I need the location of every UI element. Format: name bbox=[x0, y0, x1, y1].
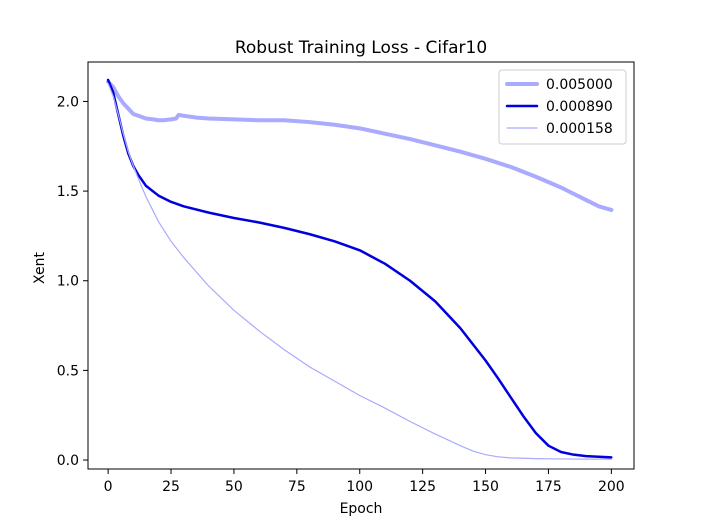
x-tick-label: 150 bbox=[472, 479, 499, 495]
x-tick-label: 0 bbox=[104, 479, 113, 495]
y-tick-label: 0.5 bbox=[57, 363, 79, 379]
series-line-3 bbox=[107, 82, 612, 460]
y-tick-label: 2.0 bbox=[57, 94, 79, 110]
y-tick-label: 0.0 bbox=[57, 453, 79, 469]
y-tick-label: 1.0 bbox=[57, 274, 79, 290]
plot-area: 0 25 50 75 100 125 150 175 200 0.0 0.5 1.0 1.5 2.0 bbox=[57, 61, 635, 495]
legend-label-1: 0.005000 bbox=[546, 77, 613, 93]
x-tick-label: 25 bbox=[162, 479, 180, 495]
chart-title: Robust Training Loss - Cifar10 bbox=[235, 38, 487, 58]
legend-label-2: 0.000890 bbox=[546, 99, 613, 115]
y-axis-label: Xent bbox=[32, 252, 48, 284]
x-tick-label: 75 bbox=[288, 479, 306, 495]
series-line-1 bbox=[106, 79, 614, 212]
plot-frame bbox=[87, 61, 635, 470]
y-tick-label: 1.5 bbox=[57, 184, 79, 200]
legend: 0.005000 0.000890 0.000158 bbox=[498, 69, 627, 145]
x-tick-label: 200 bbox=[598, 479, 625, 495]
x-tick-label: 50 bbox=[225, 479, 243, 495]
x-tick-label: 125 bbox=[409, 479, 436, 495]
legend-box bbox=[498, 69, 627, 145]
x-tick-label: 175 bbox=[535, 479, 562, 495]
x-axis-label: Epoch bbox=[340, 501, 383, 517]
x-tick-label: 100 bbox=[346, 479, 373, 495]
legend-label-3: 0.000158 bbox=[546, 121, 613, 137]
